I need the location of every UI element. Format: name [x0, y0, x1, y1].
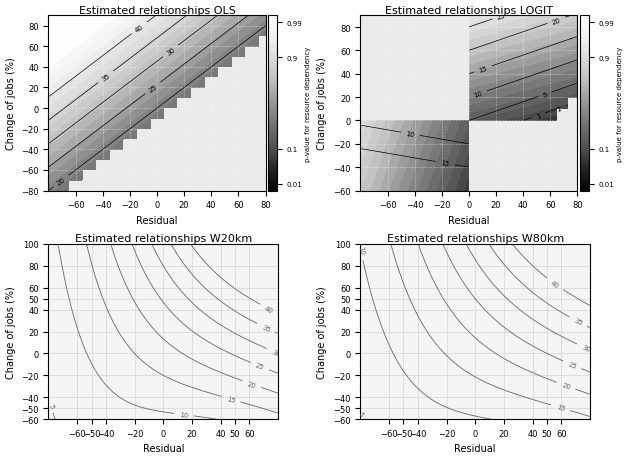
Text: 40: 40 — [264, 305, 274, 314]
Y-axis label: Change of jobs (%): Change of jobs (%) — [318, 57, 327, 150]
Text: 25: 25 — [567, 361, 577, 369]
X-axis label: Residual: Residual — [136, 215, 178, 225]
Text: 5: 5 — [542, 92, 548, 99]
Title: Estimated relationships OLS: Estimated relationships OLS — [78, 6, 236, 16]
Text: 5: 5 — [47, 403, 54, 409]
Text: 10: 10 — [357, 246, 365, 256]
Text: 15: 15 — [555, 404, 566, 412]
Text: 15: 15 — [478, 66, 488, 74]
Text: 20: 20 — [561, 382, 571, 390]
Text: 30: 30 — [271, 348, 281, 357]
Text: 35: 35 — [261, 324, 271, 333]
Text: 35: 35 — [573, 317, 583, 327]
Text: 35: 35 — [100, 73, 111, 83]
Text: 25: 25 — [148, 84, 158, 94]
Title: Estimated relationships LOGIT: Estimated relationships LOGIT — [385, 6, 553, 16]
Text: 25: 25 — [496, 13, 506, 21]
Text: 40: 40 — [134, 24, 144, 34]
Text: 1: 1 — [535, 112, 541, 119]
Y-axis label: Change of jobs (%): Change of jobs (%) — [6, 285, 16, 378]
Title: Estimated relationships W80km: Estimated relationships W80km — [387, 234, 564, 244]
Title: Estimated relationships W20km: Estimated relationships W20km — [75, 234, 252, 244]
Text: 1: 1 — [556, 106, 562, 112]
Text: 20: 20 — [247, 380, 257, 388]
X-axis label: Residual: Residual — [143, 443, 184, 453]
Y-axis label: Change of jobs (%): Change of jobs (%) — [318, 285, 327, 378]
Text: 15: 15 — [226, 395, 236, 403]
X-axis label: Residual: Residual — [448, 215, 490, 225]
Y-axis label: Change of jobs (%): Change of jobs (%) — [6, 57, 16, 150]
Y-axis label: p-value for resource dependency: p-value for resource dependency — [617, 46, 623, 161]
Y-axis label: p-value for resource dependency: p-value for resource dependency — [305, 46, 311, 161]
X-axis label: Residual: Residual — [455, 443, 496, 453]
Text: 15: 15 — [440, 160, 450, 168]
Text: 10: 10 — [179, 411, 188, 418]
Text: 5: 5 — [357, 410, 364, 416]
Text: 30: 30 — [165, 47, 176, 57]
Text: 40: 40 — [550, 280, 560, 289]
Text: 30: 30 — [580, 344, 591, 353]
Text: 10: 10 — [473, 90, 483, 99]
Text: 20: 20 — [551, 17, 561, 25]
Text: 25: 25 — [254, 362, 265, 371]
Text: 10: 10 — [406, 131, 415, 138]
Text: 20: 20 — [56, 177, 67, 187]
